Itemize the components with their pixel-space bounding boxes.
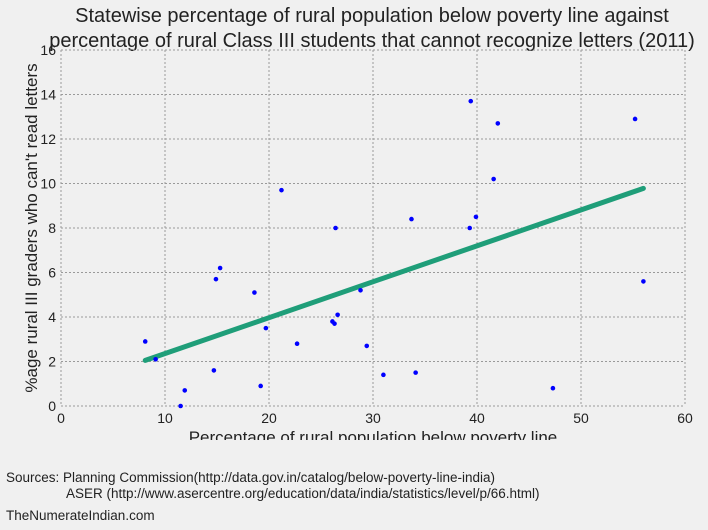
- y-tick-label: 6: [48, 265, 56, 281]
- grid-lines: [60, 49, 686, 407]
- data-points: [142, 98, 646, 409]
- data-point: [182, 388, 188, 393]
- data-point: [468, 98, 474, 104]
- x-tick-label: 20: [261, 410, 277, 426]
- data-point: [332, 321, 337, 326]
- data-point: [258, 383, 263, 389]
- data-point: [153, 356, 158, 362]
- x-tick-label: 60: [677, 410, 693, 426]
- data-point: [252, 290, 257, 295]
- data-point: [178, 403, 183, 409]
- y-tick-label: 14: [40, 87, 56, 103]
- chart-title-line-2: percentage of rural Class III students t…: [49, 30, 695, 52]
- data-point: [358, 288, 363, 293]
- scatter-chart: Statewise percentage of rural population…: [22, 5, 695, 440]
- site-credit: TheNumerateIndian.com: [6, 508, 155, 523]
- y-tick-label: 10: [40, 176, 56, 192]
- y-tick-label: 0: [48, 398, 56, 414]
- x-tick-label: 30: [365, 410, 381, 426]
- x-tick-label: 50: [573, 410, 589, 426]
- x-tick-label: 0: [57, 410, 65, 426]
- data-point: [467, 225, 473, 231]
- y-tick-label: 2: [48, 354, 56, 370]
- y-tick-label: 12: [40, 131, 56, 147]
- data-point: [495, 121, 501, 126]
- data-point: [213, 276, 219, 282]
- data-point: [294, 341, 300, 347]
- data-point: [409, 216, 414, 222]
- data-point: [381, 372, 386, 378]
- data-point: [641, 279, 646, 284]
- x-axis-label: Percentage of rural population below pov…: [189, 428, 558, 440]
- y-tick-label: 4: [48, 309, 56, 325]
- data-point: [473, 214, 479, 220]
- x-tick-label: 10: [157, 410, 173, 426]
- tick-labels: 0 10 20 30 40 50 60 0 2 4 6 8 10 12 14 16: [40, 42, 693, 426]
- data-point: [550, 385, 556, 391]
- data-point: [279, 187, 284, 193]
- x-tick-label: 40: [469, 410, 485, 426]
- data-point: [211, 368, 217, 373]
- data-point: [217, 265, 223, 271]
- data-point: [263, 325, 269, 331]
- trend-line: [142, 185, 646, 363]
- data-point: [413, 370, 418, 375]
- data-point: [632, 116, 638, 122]
- data-point: [142, 339, 148, 344]
- y-tick-label: 8: [48, 220, 56, 236]
- data-point: [491, 176, 496, 182]
- chart-title-line-1: Statewise percentage of rural population…: [75, 5, 669, 27]
- y-tick-label: 16: [40, 42, 56, 58]
- data-point: [364, 343, 370, 349]
- data-point: [335, 312, 340, 318]
- sources-line-1: Sources: Planning Commission(http://data…: [6, 470, 495, 485]
- sources-line-2: ASER (http://www.asercentre.org/educatio…: [66, 486, 540, 501]
- y-axis-label: %age rural III graders who can't read le…: [22, 63, 41, 392]
- data-point: [333, 225, 338, 231]
